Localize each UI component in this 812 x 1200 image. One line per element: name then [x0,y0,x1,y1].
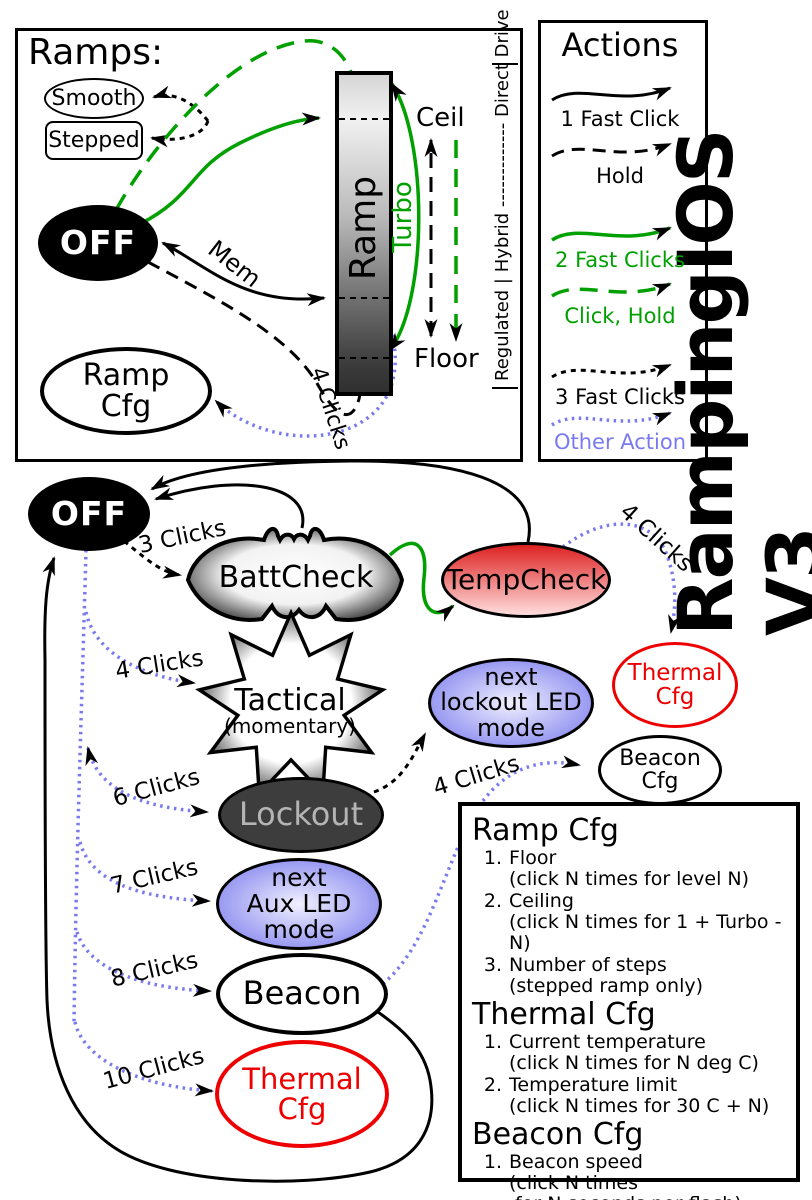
list-item: 1. Beacon speed (click N times for N sec… [483,1151,742,1200]
thermal-cfg-node-bottom: Thermal Cfg [215,1040,389,1148]
next-aux-line1: next [271,862,327,892]
tempcheck-label: TempCheck [445,563,607,597]
arrow-2fast-off-to-ceil [139,112,321,226]
arrow-3clicks-off-to-battcheck [123,539,182,579]
dotted-spine-off [72,549,88,1026]
loop-return-to-off [42,556,434,1183]
ramp-ceil-line [339,118,389,120]
next-aux-line3: mode [263,915,335,945]
page-title: RampingIOS V3 [661,130,812,636]
smooth-node: Smooth [44,78,144,119]
legend-2fastclicks-label: 2 Fast Clicks [555,248,685,272]
legend-wave-clickhold [551,282,672,298]
ceil-label: Ceil [416,103,465,133]
list-item: 2. Ceiling (click N times for 1 + Turbo … [483,890,788,954]
arrow-clickhold-off-to-ceil [114,39,364,211]
arrow-battcheck-return-off [154,483,305,529]
next-aux-line2: Aux LED [246,888,352,918]
turbo-label: Turbo [388,181,418,253]
arrow-turbo-arc [388,82,421,352]
thermal-cfg-bottom-line2: Cfg [277,1092,327,1126]
ramp-cfg-heading: Ramp Cfg [472,813,619,848]
thermal-cfg-right-line2: Cfg [655,684,695,710]
ramp-cfg-node-top: Ramp Cfg [40,347,212,435]
ramp-mem-line [339,297,389,299]
legend-otheraction-label: Other Action [553,430,687,454]
legend-wave-1fastclick [551,86,672,102]
legend-wave-hold [551,142,672,158]
arrow-to-stepped [150,120,210,148]
smooth-label: Smooth [51,85,137,111]
beacon-node: Beacon [216,953,388,1035]
floor-label: Floor [414,344,479,374]
ramp-cfg-line1: Ramp [82,357,170,393]
off-label-main: OFF [50,493,128,533]
arrow-lockout-to-lockoutled [373,732,427,794]
legend-clickhold-label: Click, Hold [564,304,676,328]
arrow-10clicks-off-to-thermal [73,1021,214,1097]
thermal-cfg-bottom-line1: Thermal [242,1061,362,1096]
list-item: 1. Current temperature (click N times fo… [483,1031,759,1074]
beacon-label: Beacon [242,974,362,1013]
off-node-main: OFF [28,477,150,551]
arrow-to-smooth [152,85,210,122]
tempcheck-node: TempCheck [441,542,611,618]
legend-wave-otheraction [551,411,672,427]
beacon-cfg-line1: Beacon [619,745,701,771]
arrow-2fast-battcheck-to-tempcheck [388,541,455,622]
arrow-7clicks-off-to-aux [78,841,211,907]
legend-wave-2fastclicks [551,226,672,242]
thermal-cfg-heading: Thermal Cfg [472,997,656,1032]
arrow-4clicks-ramp-to-rampcfg [214,327,397,438]
tactical-sublabel: (momentary) [224,714,356,738]
tactical-shape [195,608,387,798]
arrow-6clicks-off-lockout [85,746,209,818]
stepped-node: Stepped [45,121,143,160]
battcheck-label: BattCheck [218,560,374,595]
legend-wave-3fastclicks [551,363,672,379]
legend-hold-label: Hold [596,164,644,188]
legend-1fastclick-label: 1 Fast Click [560,107,680,131]
next-lockout-line3: mode [476,713,546,742]
thermal-cfg-node-right: Thermal Cfg [612,642,738,728]
off-node-top: OFF [38,205,158,281]
arrow-tempcheck-return-off [150,459,531,543]
lockout-node: Lockout [218,777,384,853]
lockout-label: Lockout [238,795,364,834]
beacon-cfg-line2: Cfg [641,769,679,794]
actions-title: Actions [561,26,679,64]
list-item: 2. Temperature limit (click N times for … [483,1074,770,1117]
next-aux-led-node: next Aux LED mode [216,858,382,950]
list-item: 3. Number of steps (stepped ramp only) [483,954,704,997]
next-lockout-line1: next [484,663,538,692]
drive-axis-label: Regulated | Hybrid ------------- Direct … [492,9,518,389]
ramp-cfg-line2: Cfg [100,389,152,424]
off-label-top: OFF [59,222,137,262]
ramp-bar-label: Ramp [343,175,384,281]
beacon-cfg-heading: Beacon Cfg [472,1117,644,1152]
legend-3fastclicks-label: 3 Fast Clicks [555,385,685,409]
ramp-floor-line [339,357,389,359]
ramps-title: Ramps: [28,32,164,73]
beacon-cfg-node: Beacon Cfg [598,735,722,805]
next-lockout-led-node: next lockout LED mode [428,658,594,748]
config-info-panel: Ramp Cfg 1. Floor (click N times for lev… [458,802,800,1200]
arrow-mem [161,241,326,307]
tactical-label: Tactical [234,683,346,718]
list-item: 1. Floor (click N times for level N) [483,847,750,890]
next-lockout-line2: lockout LED [440,688,582,717]
thermal-cfg-right-line1: Thermal [627,659,723,686]
stepped-label: Stepped [48,127,140,153]
